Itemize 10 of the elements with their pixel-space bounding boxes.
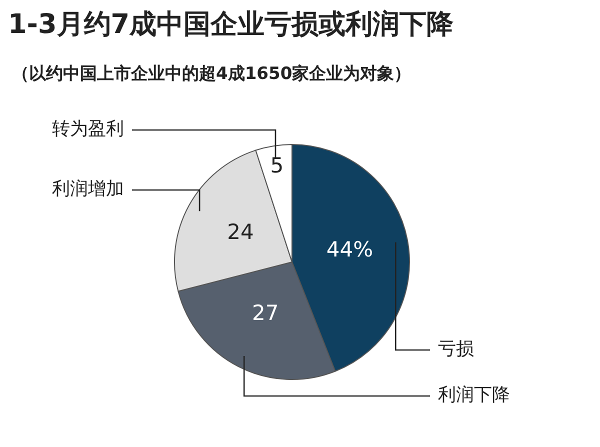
slice-label: 利润下降 bbox=[438, 384, 510, 406]
chart-subtitle: （以约中国上市企业中的超4成1650家企业为对象） bbox=[12, 63, 412, 85]
slice-label: 转为盈利 bbox=[52, 118, 124, 140]
data-label: 27 bbox=[252, 300, 279, 325]
data-label: 44% bbox=[326, 237, 374, 262]
data-label: 5 bbox=[270, 153, 284, 178]
slice-label: 亏损 bbox=[438, 338, 474, 360]
chart-title: 1-3月约7成中国企业亏损或利润下降 bbox=[8, 8, 454, 42]
data-label: 24 bbox=[227, 220, 254, 244]
slice-label: 利润增加 bbox=[52, 178, 124, 200]
